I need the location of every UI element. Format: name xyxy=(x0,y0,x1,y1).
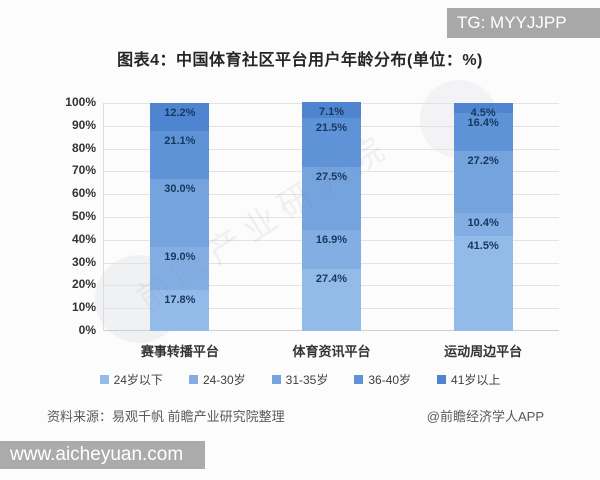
legend-swatch xyxy=(354,375,364,384)
y-tick-label: 40% xyxy=(71,231,96,246)
legend-label: 36-40岁 xyxy=(368,373,412,387)
y-axis: 0% 10% 20% 30% 40% 50% 60% 70% 80% 90% 100% xyxy=(46,95,96,337)
tg-badge: TG: MYYJJPP xyxy=(447,8,600,38)
y-tick-label: 100% xyxy=(65,95,96,109)
bar-value-label: 21.1% xyxy=(164,134,196,147)
legend-swatch xyxy=(271,375,281,384)
legend-label: 24-30岁 xyxy=(202,373,246,387)
legend-swatch xyxy=(437,375,447,384)
legend-swatch xyxy=(99,375,109,384)
bar-value-label: 16.4% xyxy=(467,117,499,130)
legend-item: 41岁以上 xyxy=(437,371,500,388)
bar-value-label: 17.8% xyxy=(164,294,196,307)
bar-segment xyxy=(453,103,513,114)
bar-value-label: 27.5% xyxy=(315,171,348,184)
bar-value-label: 27.4% xyxy=(315,272,348,285)
bar-segment xyxy=(150,130,210,179)
bar-segment xyxy=(453,150,513,213)
bar-value-label: 7.1% xyxy=(318,106,345,119)
bar-segment xyxy=(302,118,361,168)
bar-value-label: 16.9% xyxy=(315,233,348,246)
legend-label: 31-35岁 xyxy=(285,373,329,387)
x-axis-label: 运动周边平台 xyxy=(444,344,523,359)
chart-title: 图表4：中国体育社区平台用户年龄分布(单位：%) xyxy=(117,52,483,69)
bar-value-label: 21.5% xyxy=(315,122,348,135)
bar-segment xyxy=(150,102,210,131)
x-axis-label: 体育资讯平台 xyxy=(292,344,371,359)
publisher-note: @前瞻经济学人APP xyxy=(426,409,544,424)
bar-segment xyxy=(150,178,210,248)
legend-item: 24岁以下 xyxy=(99,371,163,388)
plot-area: 17.8% 19.0% 30.0% 21.1% 12.2% 赛事转播平台 27.4% 16.9… xyxy=(103,102,559,359)
legend-item: 36-40岁 xyxy=(354,371,411,388)
legend-item: 31-35岁 xyxy=(271,371,329,388)
bar-segment xyxy=(150,247,210,291)
y-tick-label: 0% xyxy=(78,323,96,337)
y-tick-label: 30% xyxy=(71,254,96,269)
bar-value-label: 30.0% xyxy=(164,182,196,195)
bar-segment xyxy=(453,212,513,237)
x-axis-label: 赛事转播平台 xyxy=(140,344,219,359)
bar-segment xyxy=(302,167,361,230)
bar-segment xyxy=(453,236,513,331)
source-note: 资料来源：易观千帆 前瞻产业研究院整理 xyxy=(47,409,285,424)
y-tick-label: 50% xyxy=(71,209,96,223)
y-tick-label: 80% xyxy=(71,140,96,155)
bar-value-label: 10.4% xyxy=(467,216,499,229)
y-tick-label: 70% xyxy=(71,163,96,178)
bar: 41.5% 10.4% 27.2% 16.4% 4.5% xyxy=(453,103,513,331)
y-tick-label: 20% xyxy=(71,277,96,292)
legend-label: 24岁以下 xyxy=(113,373,163,387)
legend: 24岁以下 24-30岁 31-35岁 36-40岁 41岁以上 xyxy=(0,371,600,388)
bar-segment xyxy=(302,268,361,331)
bar: 27.4% 16.9% 27.5% 21.5% 7.1% xyxy=(302,102,361,331)
bar-value-label: 4.5% xyxy=(470,107,496,119)
y-tick-label: 90% xyxy=(71,117,96,132)
site-watermark-bar: www.aicheyuan.com xyxy=(0,441,205,469)
legend-swatch xyxy=(188,375,198,384)
legend-item: 24-30岁 xyxy=(188,371,246,388)
y-tick-label: 10% xyxy=(71,300,96,315)
bar-segment xyxy=(150,290,210,331)
bar-value-label: 19.0% xyxy=(164,251,196,264)
bar-value-label: 27.2% xyxy=(467,154,499,167)
bar: 17.8% 19.0% 30.0% 21.1% 12.2% xyxy=(150,102,210,331)
legend-label: 41岁以上 xyxy=(451,373,501,387)
y-tick-label: 60% xyxy=(71,186,96,201)
bar-value-label: 41.5% xyxy=(467,240,499,253)
bar-segment xyxy=(453,113,513,151)
bar-value-label: 12.2% xyxy=(164,106,196,119)
bar-segment xyxy=(302,102,361,119)
bar-segment xyxy=(302,230,361,269)
